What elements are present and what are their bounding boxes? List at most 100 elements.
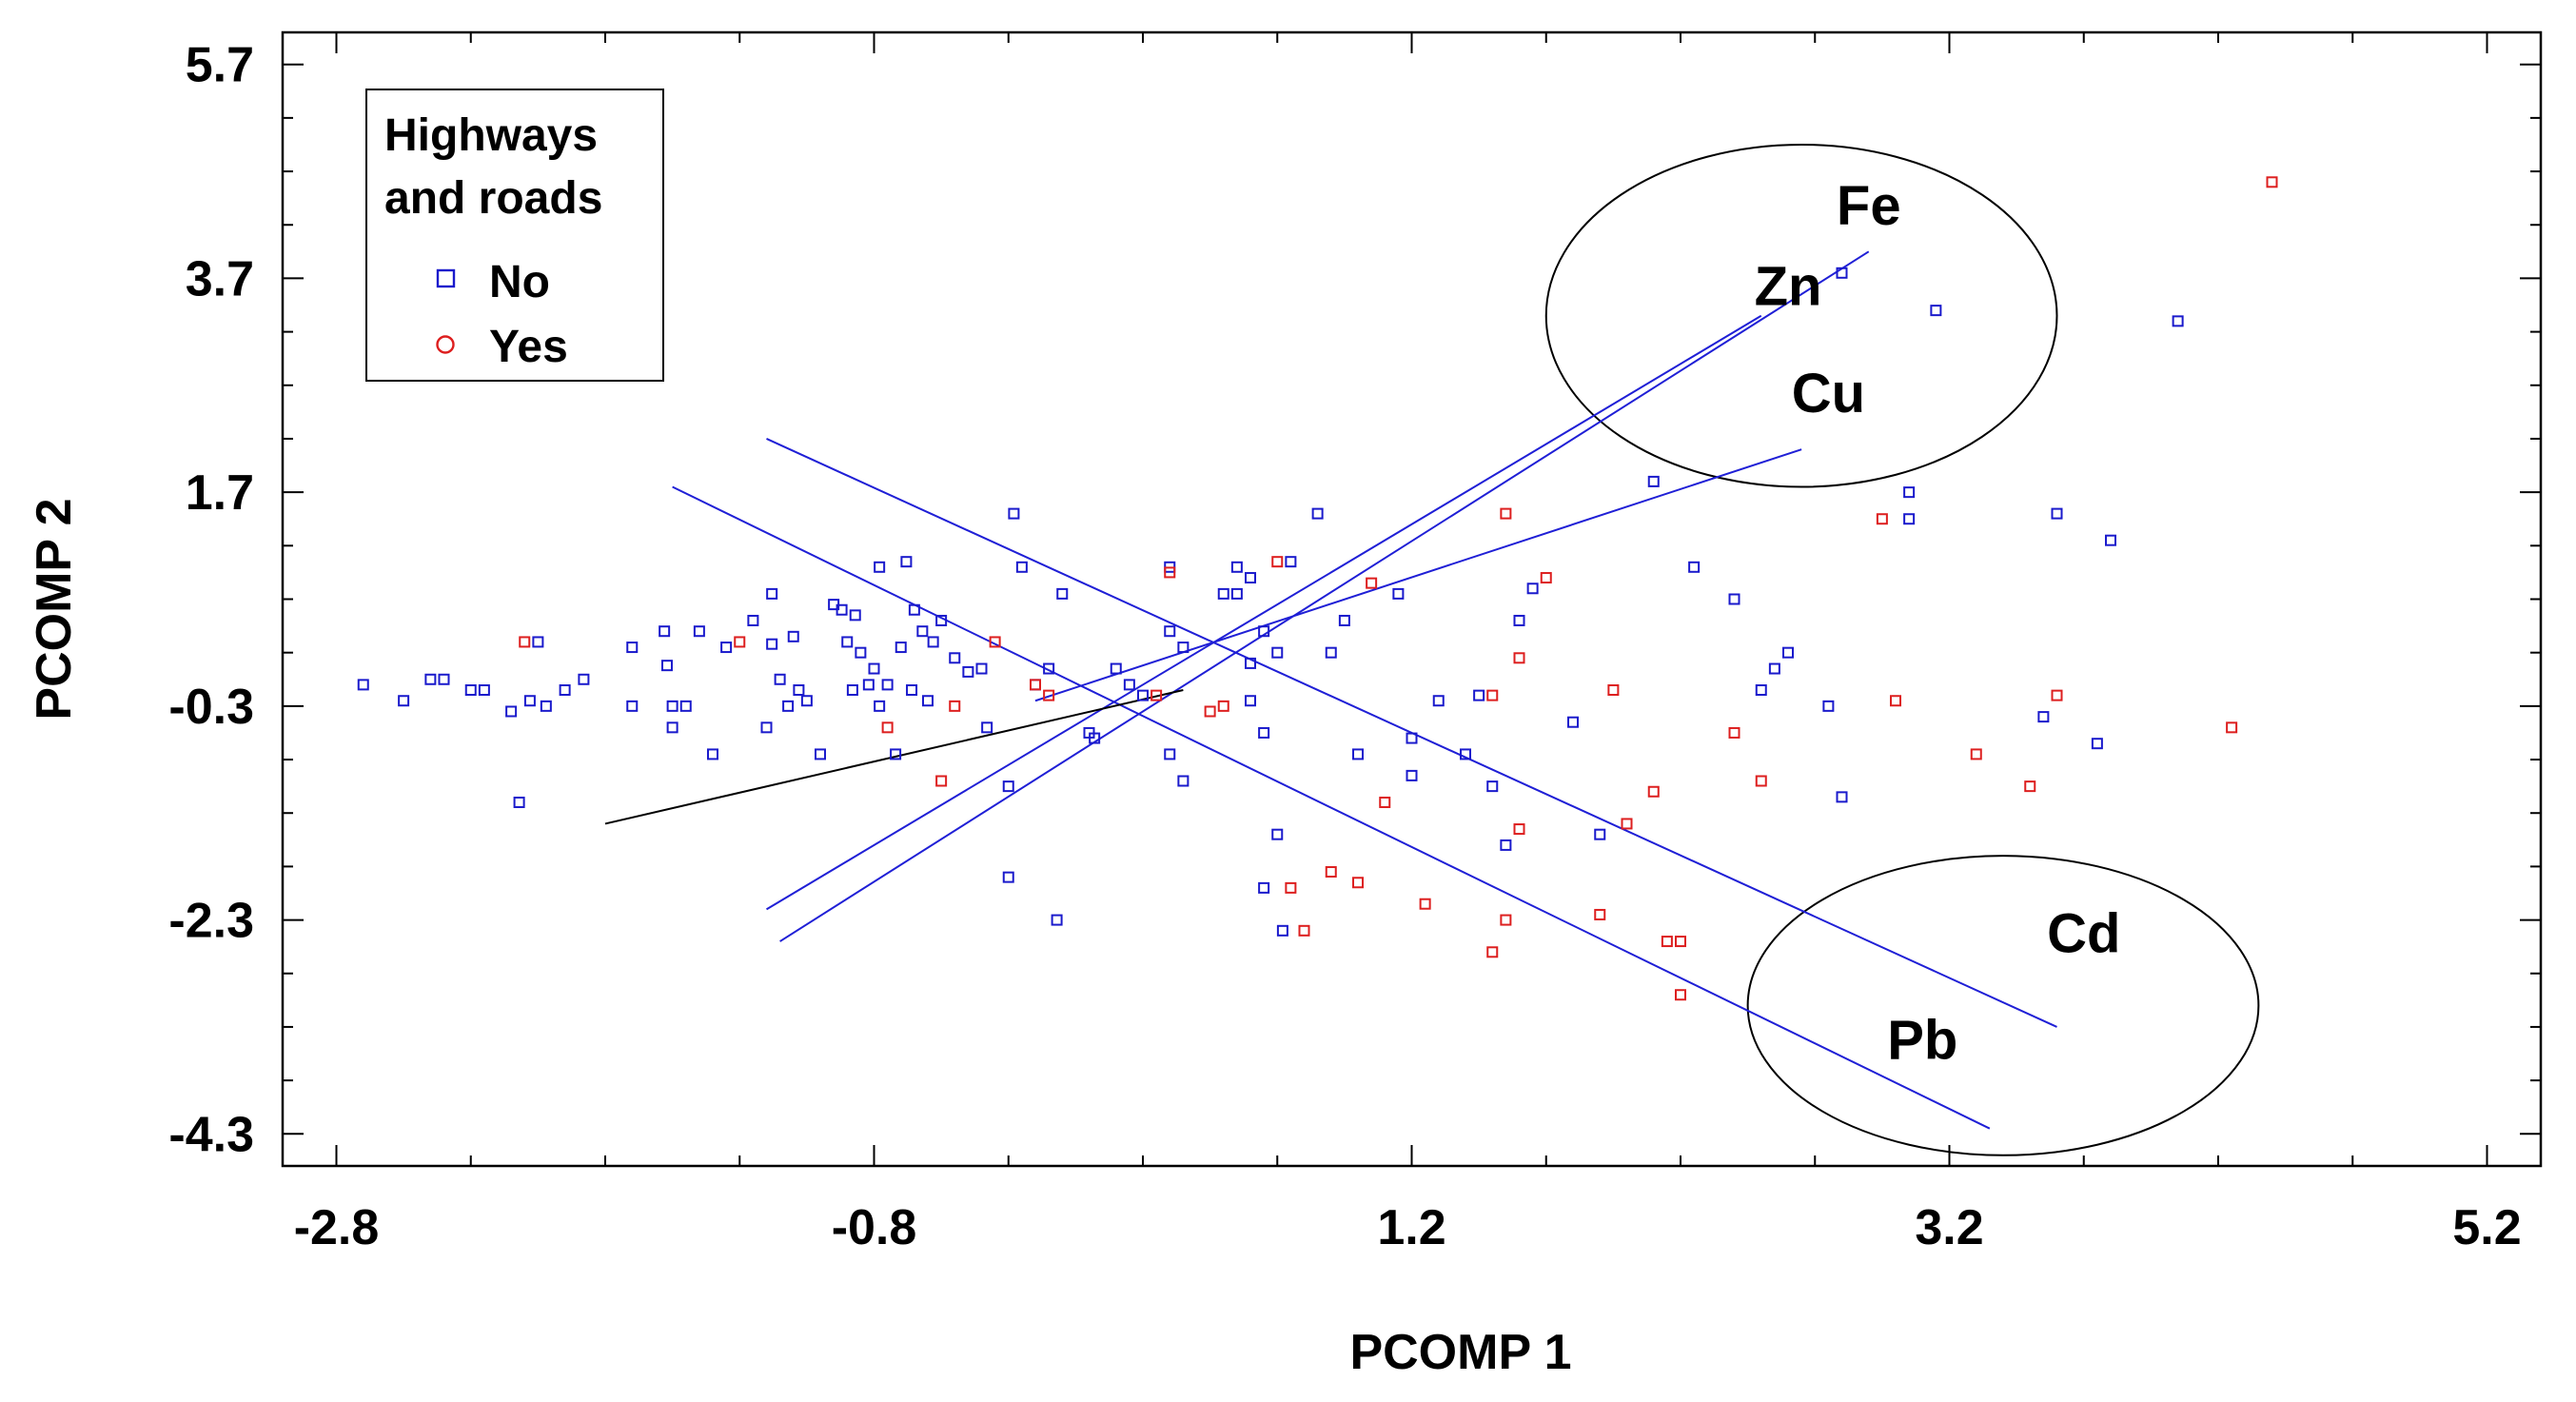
- point-no: [1647, 475, 1660, 487]
- vector-fe: [779, 250, 1870, 942]
- point-no: [815, 748, 826, 760]
- point-no: [1594, 828, 1606, 840]
- point-no: [1002, 780, 1014, 793]
- point-no: [693, 625, 705, 638]
- point-no: [357, 679, 369, 691]
- point-yes: [1675, 989, 1686, 1001]
- point-no: [760, 721, 773, 734]
- point-yes: [1486, 946, 1499, 958]
- y-tick-label: -4.3: [168, 1107, 254, 1162]
- point-no: [881, 679, 894, 691]
- point-no: [540, 700, 552, 712]
- point-no: [927, 636, 939, 648]
- point-yes: [1500, 507, 1512, 520]
- point-no: [2172, 315, 2184, 327]
- point-yes: [935, 775, 948, 787]
- point-no: [1688, 561, 1701, 573]
- point-no: [1567, 716, 1579, 728]
- point-no: [1271, 646, 1284, 659]
- point-no: [906, 684, 918, 697]
- point-no: [949, 652, 961, 664]
- point-no: [841, 636, 854, 648]
- point-no: [1245, 695, 1256, 707]
- point-no: [1486, 780, 1499, 793]
- point-no: [836, 603, 848, 616]
- point-no: [659, 625, 671, 638]
- point-no: [1137, 689, 1149, 701]
- point-no: [900, 556, 913, 568]
- point-no: [868, 662, 880, 675]
- vector-label-pb: Pb: [1887, 1010, 1957, 1072]
- point-no: [1526, 583, 1539, 595]
- point-no: [1822, 700, 1835, 712]
- x-tick-label: 5.2: [2452, 1200, 2521, 1255]
- point-no: [1002, 871, 1014, 883]
- point-no: [424, 673, 437, 685]
- point-no: [1460, 748, 1471, 760]
- point-no: [1177, 775, 1190, 787]
- point-no: [1903, 513, 1916, 525]
- vector-unlabeled: [604, 689, 1184, 825]
- point-no: [1258, 726, 1270, 739]
- point-yes: [1325, 866, 1337, 879]
- point-no: [523, 695, 536, 707]
- point-no: [1230, 561, 1243, 573]
- y-tick-label: 1.7: [186, 465, 254, 521]
- point-yes: [881, 721, 894, 734]
- point-yes: [1540, 572, 1552, 584]
- point-no: [981, 721, 993, 734]
- point-no: [1352, 748, 1364, 760]
- point-no: [720, 642, 733, 654]
- x-axis-label: PCOMP 1: [1349, 1325, 1571, 1380]
- point-no: [478, 684, 490, 697]
- y-tick-label: 5.7: [186, 38, 254, 93]
- point-no: [1123, 679, 1135, 691]
- point-no: [1245, 657, 1256, 669]
- point-no: [1338, 614, 1350, 626]
- legend-title-line2: and roads: [384, 173, 602, 224]
- point-no: [1258, 625, 1270, 638]
- point-no: [1836, 267, 1848, 279]
- legend-yes-marker-icon: [436, 335, 455, 354]
- point-yes: [1352, 877, 1364, 889]
- point-no: [766, 587, 778, 600]
- point-no: [1311, 507, 1324, 520]
- point-no: [464, 684, 477, 697]
- point-no: [1245, 572, 1256, 584]
- point-no: [1177, 642, 1190, 654]
- point-yes: [1728, 726, 1740, 739]
- point-no: [1164, 748, 1176, 760]
- point-no: [975, 662, 988, 675]
- point-no: [626, 700, 639, 712]
- point-yes: [1621, 818, 1633, 830]
- point-no: [793, 684, 805, 697]
- point-no: [1008, 507, 1020, 520]
- point-no: [1930, 305, 1942, 317]
- vector-cu: [1034, 448, 1802, 702]
- point-yes: [2266, 176, 2278, 188]
- point-yes: [519, 636, 531, 648]
- legend-entry-yes: Yes: [489, 322, 568, 372]
- vector-pb: [672, 485, 1991, 1130]
- point-no: [578, 673, 590, 685]
- point-no: [626, 642, 639, 654]
- ellipse-Cd-Pb-group: [1746, 855, 2260, 1156]
- vector-zn: [765, 314, 1762, 911]
- point-no: [1015, 561, 1028, 573]
- point-no: [559, 684, 571, 697]
- point-yes: [1661, 936, 1673, 948]
- point-no: [962, 665, 974, 678]
- point-no: [874, 561, 886, 573]
- point-yes: [1164, 566, 1176, 579]
- point-yes: [1876, 513, 1888, 525]
- point-yes: [1890, 695, 1901, 707]
- point-no: [505, 705, 518, 718]
- point-no: [846, 684, 858, 697]
- point-no: [398, 695, 410, 707]
- point-no: [1043, 662, 1055, 675]
- point-no: [908, 603, 920, 616]
- point-yes: [1298, 924, 1310, 937]
- point-no: [1056, 587, 1069, 600]
- point-yes: [1043, 689, 1055, 701]
